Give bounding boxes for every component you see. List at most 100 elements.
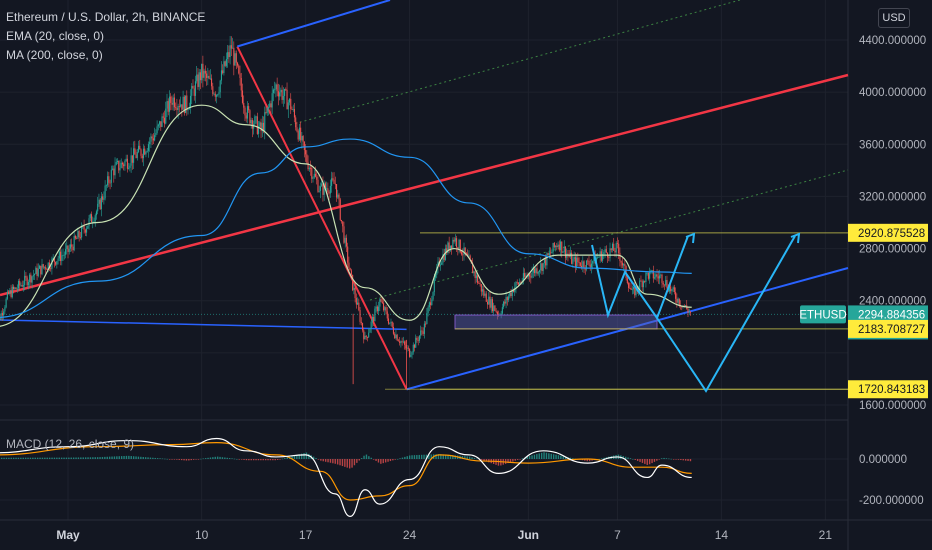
price-tick-label: 2800.000000 bbox=[859, 244, 926, 256]
candle-body bbox=[503, 301, 505, 308]
candle-body bbox=[417, 340, 419, 341]
candle-body bbox=[541, 263, 543, 272]
candle-body bbox=[506, 297, 508, 301]
candle-body bbox=[248, 106, 250, 111]
candle-body bbox=[219, 80, 221, 93]
candle-body bbox=[103, 198, 105, 200]
candle-body bbox=[401, 341, 403, 343]
candle-body bbox=[677, 298, 679, 303]
candle bbox=[411, 351, 413, 359]
candle bbox=[314, 166, 317, 178]
candle bbox=[529, 273, 531, 282]
macd-hist-bar bbox=[384, 459, 387, 463]
candle-body bbox=[442, 254, 444, 263]
candle bbox=[19, 278, 21, 291]
candle bbox=[76, 236, 78, 240]
candle-body bbox=[217, 94, 219, 96]
candle bbox=[360, 317, 362, 326]
macd-hist-bar bbox=[550, 453, 552, 459]
candle-body bbox=[197, 74, 199, 87]
candle-body bbox=[17, 281, 20, 289]
candle-body bbox=[478, 282, 480, 284]
candle bbox=[454, 234, 456, 247]
candle-body bbox=[76, 238, 78, 240]
candle bbox=[56, 260, 58, 269]
candle bbox=[426, 308, 428, 325]
candle-body bbox=[3, 311, 5, 316]
candle bbox=[306, 150, 308, 165]
candle bbox=[137, 140, 140, 154]
candle bbox=[176, 98, 178, 116]
candle-body bbox=[462, 254, 464, 256]
candle bbox=[663, 284, 666, 291]
candle-body bbox=[609, 248, 611, 258]
candle-body bbox=[517, 282, 519, 285]
candle-body bbox=[446, 248, 448, 254]
candle bbox=[220, 61, 222, 85]
candle bbox=[655, 272, 657, 280]
macd-hist-bar bbox=[377, 459, 380, 463]
candle-body bbox=[361, 323, 364, 331]
macd-hist-bar bbox=[142, 456, 144, 459]
candle-body bbox=[366, 336, 369, 338]
ma-legend[interactable]: MA (200, close, 0) bbox=[6, 48, 103, 62]
candle-body bbox=[14, 287, 16, 290]
candle bbox=[232, 37, 234, 49]
candle bbox=[379, 297, 381, 311]
candle-body bbox=[38, 265, 41, 269]
candle-body bbox=[676, 298, 678, 303]
candle bbox=[180, 96, 182, 108]
ema-legend[interactable]: EMA (20, close, 0) bbox=[6, 29, 105, 43]
candle-body bbox=[508, 296, 510, 301]
candle bbox=[395, 329, 397, 340]
price-axis[interactable]: 4400.000000 4000.000000 3600.000000 3200.00… bbox=[859, 35, 926, 507]
candle-body bbox=[584, 267, 586, 270]
candle-body bbox=[328, 192, 330, 194]
macd-hist-bar bbox=[10, 457, 12, 459]
candle bbox=[368, 327, 370, 339]
candle bbox=[457, 246, 459, 256]
macd-legend[interactable]: MACD (12, 26, close, 9) bbox=[6, 437, 135, 451]
macd-hist-bar bbox=[214, 456, 216, 459]
candle-body bbox=[385, 307, 387, 312]
candle bbox=[474, 270, 476, 284]
candle-body bbox=[312, 177, 314, 179]
candle bbox=[495, 308, 497, 314]
macd-hist-bar bbox=[363, 455, 365, 459]
candle bbox=[562, 251, 564, 254]
candle-body bbox=[98, 199, 100, 204]
candle bbox=[301, 131, 303, 149]
candle bbox=[366, 336, 369, 342]
macd-hist-bar bbox=[168, 459, 171, 460]
candle bbox=[271, 85, 273, 115]
candle-body bbox=[583, 261, 585, 268]
candle-body bbox=[137, 145, 140, 152]
candle-body bbox=[647, 272, 649, 279]
macd-hist-bar bbox=[238, 459, 240, 460]
candle bbox=[573, 251, 575, 262]
candle-body bbox=[590, 263, 593, 268]
candle bbox=[582, 256, 584, 273]
level-price-tag: 1720.843183 bbox=[848, 380, 928, 399]
level-price-tag: 2920.875528 bbox=[848, 223, 928, 242]
macd-hist-bar bbox=[473, 457, 476, 459]
candle bbox=[114, 157, 116, 179]
candle bbox=[557, 241, 559, 249]
candle bbox=[409, 348, 411, 358]
candle-body bbox=[599, 251, 601, 257]
candle bbox=[307, 155, 309, 172]
candle-body bbox=[661, 274, 663, 283]
price-tag-value: 2294.884356 bbox=[858, 309, 925, 321]
candle bbox=[415, 334, 417, 348]
macd-hist-bar bbox=[245, 459, 248, 461]
currency-button[interactable]: USD bbox=[878, 8, 910, 28]
macd-hist-bar bbox=[382, 459, 384, 464]
candle bbox=[479, 279, 481, 287]
time-axis[interactable]: May 10 17 24 Jun 7 14 21 bbox=[56, 528, 832, 542]
candle-body bbox=[45, 266, 47, 270]
candle bbox=[354, 282, 356, 303]
candle bbox=[383, 298, 385, 312]
macd-hist-bar bbox=[240, 459, 243, 460]
macd-hist-bar bbox=[123, 455, 125, 459]
